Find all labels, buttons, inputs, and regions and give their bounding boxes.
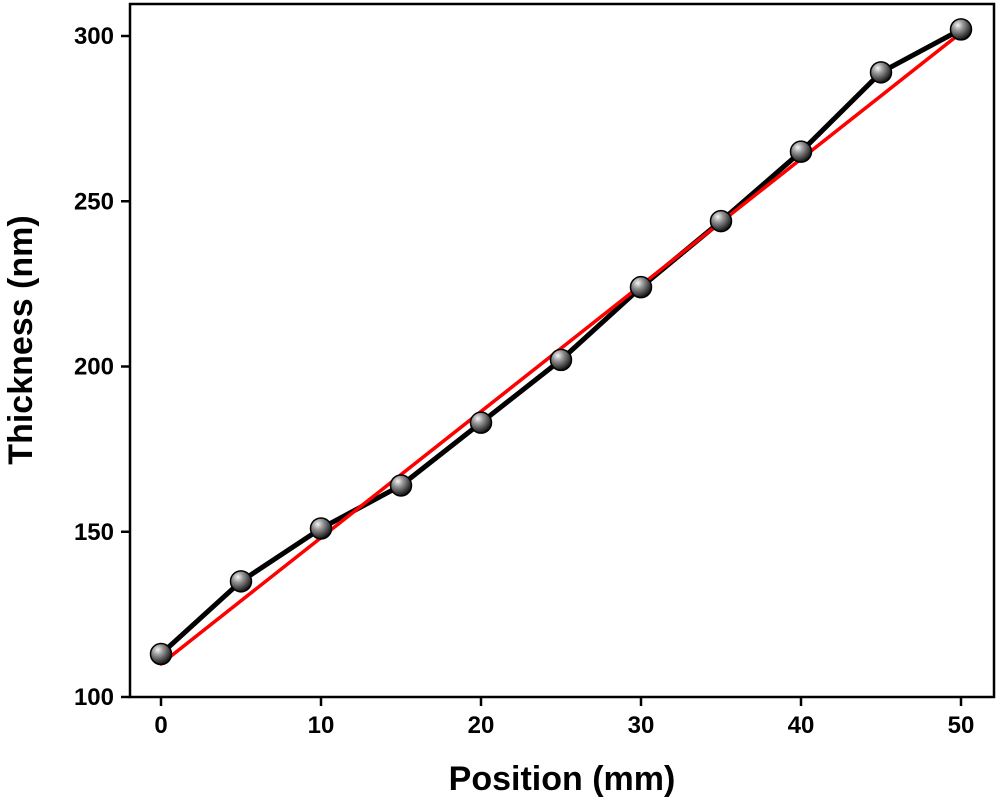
plot-frame — [128, 2, 996, 699]
y-axis-title: Thickness (nm) — [2, 215, 40, 464]
y-tick-label: 100 — [74, 684, 114, 711]
x-axis-title: Position (mm) — [449, 760, 676, 798]
x-tick-label: 30 — [628, 712, 655, 739]
data-point — [789, 140, 813, 163]
data-point — [629, 275, 653, 299]
data-point — [229, 570, 253, 593]
y-tick-label: 150 — [74, 519, 114, 546]
data-point — [149, 642, 173, 666]
data-point — [309, 517, 333, 540]
linear-fit-line — [159, 30, 963, 666]
y-tick-label: 200 — [74, 354, 114, 381]
x-tick-label: 10 — [308, 712, 335, 739]
data-point — [949, 18, 973, 41]
data-series-line — [158, 26, 964, 657]
data-point — [389, 474, 413, 497]
data-point — [549, 348, 573, 372]
x-axis-ticks — [159, 697, 963, 706]
y-axis-tick-labels: 100 150 200 250 300 — [74, 23, 114, 711]
series-layer — [149, 18, 973, 666]
x-tick-label: 40 — [788, 712, 815, 739]
data-point — [469, 411, 493, 434]
data-point — [869, 61, 893, 84]
x-tick-label: 0 — [154, 712, 167, 739]
y-axis-ticks — [121, 34, 130, 699]
x-tick-label: 20 — [468, 712, 495, 739]
x-axis-tick-labels: 0 10 20 30 40 50 — [154, 712, 974, 739]
y-tick-label: 250 — [74, 188, 114, 215]
x-tick-label: 50 — [948, 712, 975, 739]
y-tick-label: 300 — [74, 23, 114, 50]
data-point — [709, 209, 733, 233]
